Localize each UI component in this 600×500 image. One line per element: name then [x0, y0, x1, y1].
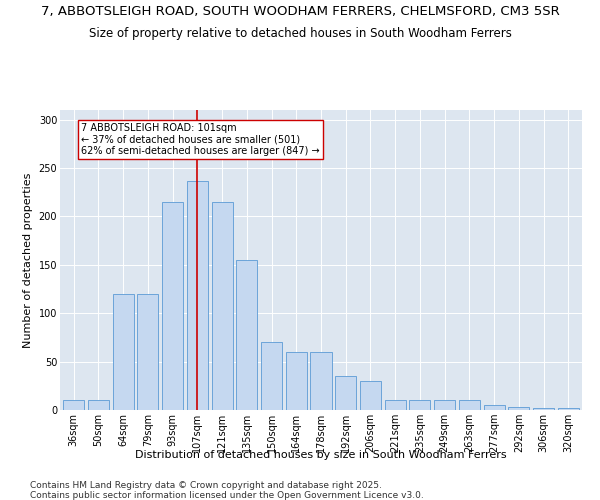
Bar [434, 400, 455, 410]
Bar [558, 408, 579, 410]
Bar [310, 352, 332, 410]
Bar [113, 294, 134, 410]
Bar [360, 381, 381, 410]
Bar [137, 294, 158, 410]
Y-axis label: Number of detached properties: Number of detached properties [23, 172, 33, 348]
Bar [88, 400, 109, 410]
Bar [508, 407, 529, 410]
Text: 7, ABBOTSLEIGH ROAD, SOUTH WOODHAM FERRERS, CHELMSFORD, CM3 5SR: 7, ABBOTSLEIGH ROAD, SOUTH WOODHAM FERRE… [41, 5, 559, 18]
Bar [63, 400, 84, 410]
Bar [162, 202, 183, 410]
Text: Distribution of detached houses by size in South Woodham Ferrers: Distribution of detached houses by size … [135, 450, 507, 460]
Text: 7 ABBOTSLEIGH ROAD: 101sqm
← 37% of detached houses are smaller (501)
62% of sem: 7 ABBOTSLEIGH ROAD: 101sqm ← 37% of deta… [81, 122, 320, 156]
Bar [385, 400, 406, 410]
Bar [212, 202, 233, 410]
Bar [533, 408, 554, 410]
Bar [261, 342, 282, 410]
Bar [286, 352, 307, 410]
Bar [459, 400, 480, 410]
Bar [335, 376, 356, 410]
Text: Contains HM Land Registry data © Crown copyright and database right 2025.
Contai: Contains HM Land Registry data © Crown c… [30, 480, 424, 500]
Text: Size of property relative to detached houses in South Woodham Ferrers: Size of property relative to detached ho… [89, 28, 511, 40]
Bar [484, 405, 505, 410]
Bar [236, 260, 257, 410]
Bar [409, 400, 430, 410]
Bar [187, 180, 208, 410]
